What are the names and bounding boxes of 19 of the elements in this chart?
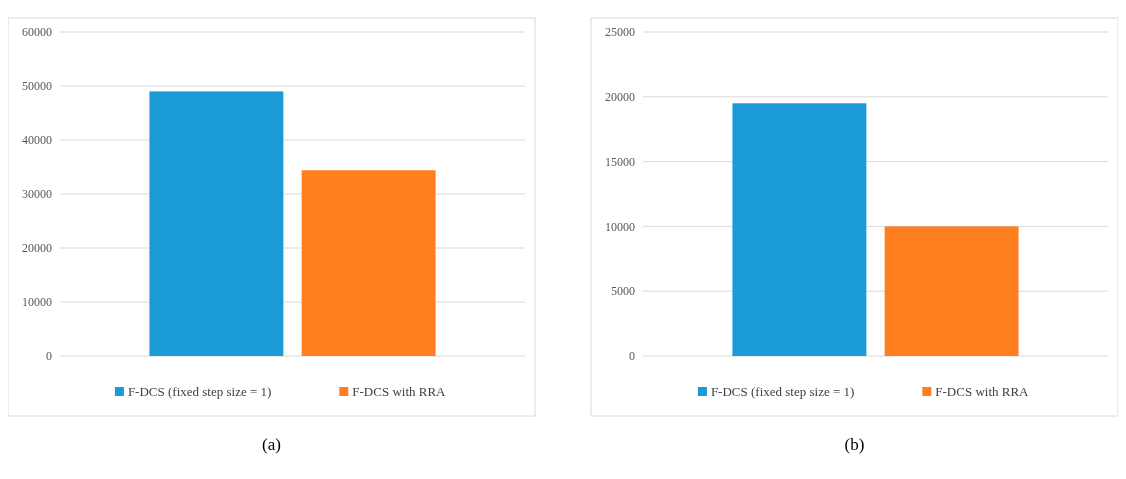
y-tick-label: 0 bbox=[46, 349, 52, 364]
y-tick-label: 0 bbox=[629, 349, 635, 364]
y-tick-label: 10000 bbox=[605, 219, 635, 234]
legend-label: F-DCS with RRA bbox=[935, 384, 1030, 399]
y-tick-label: 5000 bbox=[611, 284, 635, 299]
text: (b) bbox=[844, 435, 865, 454]
legend-label: F-DCS (fixed step size = 1) bbox=[710, 384, 855, 399]
y-tick-label: 10000 bbox=[22, 295, 52, 310]
legend-label: F-DCS (fixed step size = 1) bbox=[127, 384, 272, 399]
legend-label: F-DCS with RRA bbox=[352, 384, 447, 399]
y-tick-label: 20000 bbox=[605, 90, 635, 104]
y-tick-label: 30000 bbox=[22, 187, 52, 202]
y-tick-label: 20000 bbox=[22, 241, 52, 256]
y-tick-label: 40000 bbox=[22, 133, 52, 148]
y-tick-label: 60000 bbox=[22, 25, 52, 40]
text: (a) bbox=[262, 435, 281, 454]
y-tick-label: 50000 bbox=[22, 79, 52, 94]
y-tick-label: 15000 bbox=[605, 154, 635, 169]
y-tick-label: 25000 bbox=[605, 25, 635, 40]
